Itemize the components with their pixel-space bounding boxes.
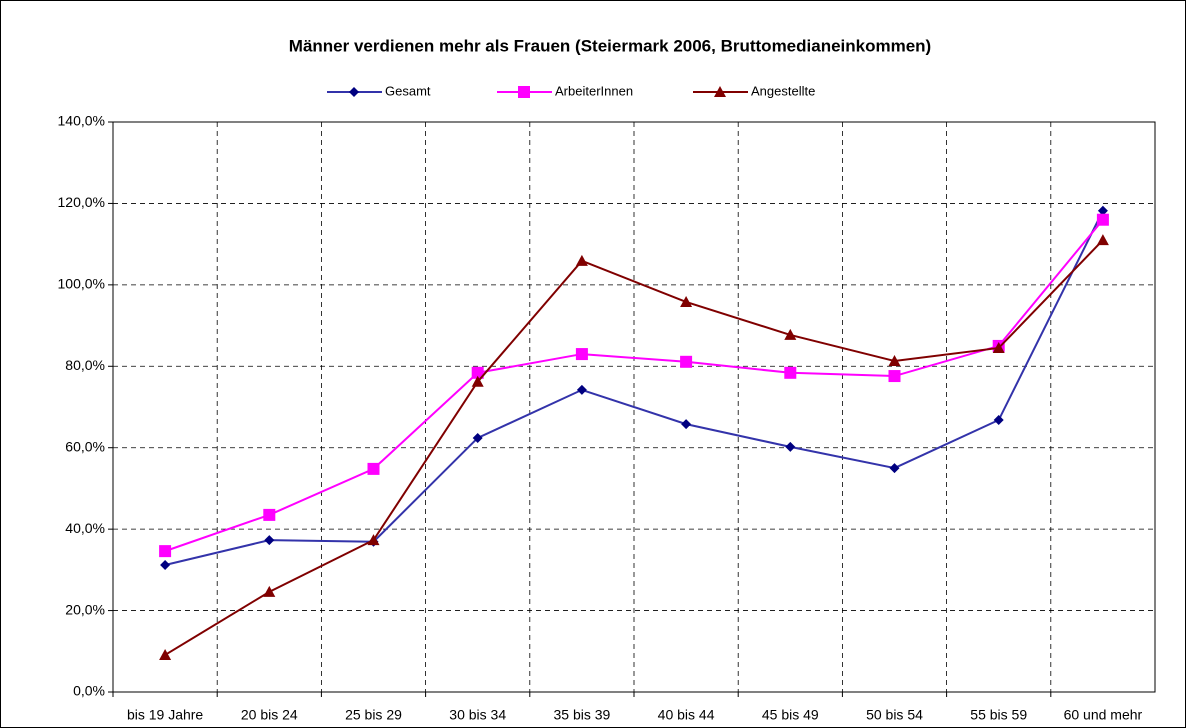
y-tick-label: 140,0% [58,113,105,129]
x-tick-label: 35 bis 39 [553,707,610,723]
marker [159,648,172,660]
marker [680,295,693,307]
chart-title: Männer verdienen mehr als Frauen (Steier… [289,36,931,55]
y-tick-label: 0,0% [73,683,105,699]
x-tick-label: 40 bis 44 [658,707,715,723]
marker [888,370,901,383]
x-tick-label: 60 und mehr [1064,707,1143,723]
marker [784,328,797,340]
x-tick-label: 20 bis 24 [241,707,298,723]
marker [681,419,692,430]
marker [367,534,380,546]
marker [784,366,797,379]
marker [889,463,900,474]
marker [263,585,276,597]
legend-label: ArbeiterInnen [555,83,633,98]
marker [471,375,484,387]
x-tick-label: 30 bis 34 [449,707,506,723]
x-tick-label: bis 19 Jahre [127,707,203,723]
marker [575,348,588,361]
marker [349,87,359,97]
marker [367,462,380,475]
marker [714,86,726,97]
marker [993,415,1004,426]
marker [159,545,172,558]
series-line [164,219,1104,553]
legend-label: Gesamt [385,83,431,98]
marker [1096,234,1109,246]
marker [992,341,1005,353]
marker [160,559,171,570]
x-tick-label: 50 bis 54 [866,707,923,723]
x-tick-label: 55 bis 59 [970,707,1027,723]
marker [888,354,901,366]
marker [471,366,484,379]
y-tick-label: 120,0% [58,194,105,210]
marker [576,384,587,395]
series-line [164,210,1104,566]
marker [1096,213,1109,226]
marker [785,441,796,452]
y-tick-label: 100,0% [58,276,105,292]
marker [263,508,276,521]
marker [1097,205,1108,216]
marker [472,432,483,443]
y-tick-label: 20,0% [65,601,105,617]
series-line [164,239,1104,656]
x-tick-label: 45 bis 49 [762,707,819,723]
y-tick-label: 40,0% [65,520,105,536]
legend-label: Angestellte [751,83,815,98]
y-tick-label: 60,0% [65,438,105,454]
y-tick-label: 80,0% [65,357,105,373]
marker [264,535,275,546]
marker [680,355,693,368]
marker [518,86,530,98]
x-tick-label: 25 bis 29 [345,707,402,723]
marker [575,254,588,266]
